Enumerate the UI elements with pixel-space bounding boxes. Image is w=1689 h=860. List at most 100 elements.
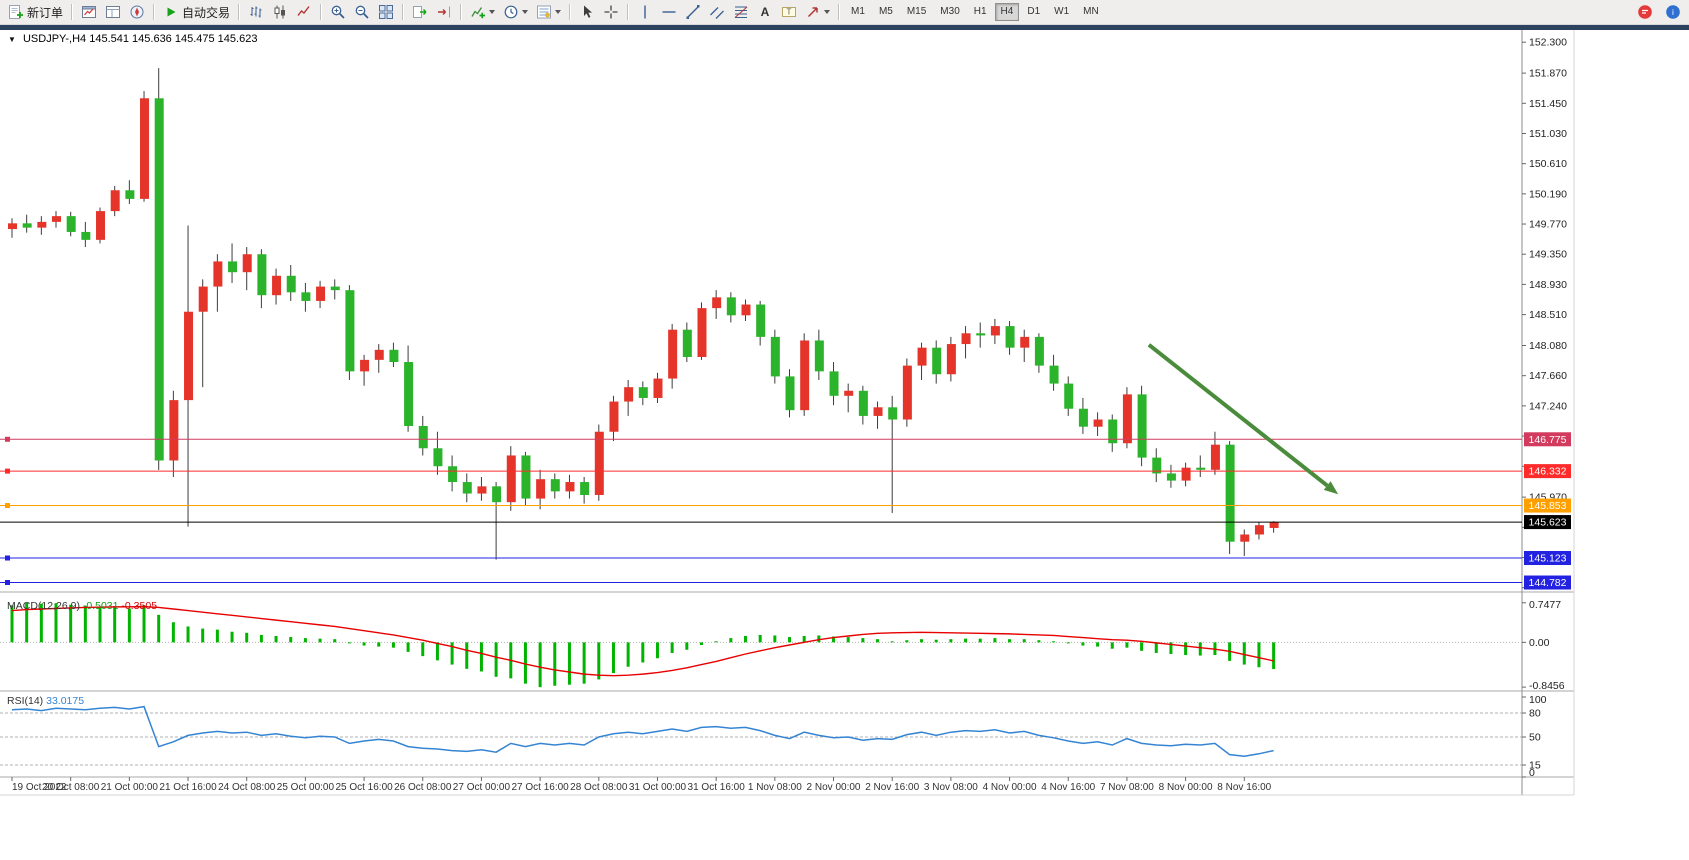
chart-symbol-label: USDJPY-,H4 bbox=[22, 33, 87, 45]
candle bbox=[697, 302, 707, 360]
horizontal-line-object[interactable] bbox=[0, 555, 1522, 561]
periods-button[interactable] bbox=[499, 1, 532, 23]
candle bbox=[580, 477, 590, 504]
bar-chart-button[interactable] bbox=[244, 1, 268, 23]
trend-arrow[interactable] bbox=[1147, 343, 1339, 495]
candle bbox=[389, 342, 399, 368]
metaquotes-button[interactable]: i bbox=[1661, 1, 1685, 23]
equidistant-channel-button[interactable] bbox=[705, 1, 729, 23]
chart-shift-icon bbox=[438, 6, 451, 18]
fibonacci-button[interactable] bbox=[729, 1, 753, 23]
svg-text:80: 80 bbox=[1529, 708, 1541, 720]
autotrading-button[interactable]: 自动交易 bbox=[159, 1, 234, 23]
data-window-button[interactable] bbox=[101, 1, 125, 23]
templates-button[interactable] bbox=[532, 1, 565, 23]
toolbar-right-icons: i bbox=[1633, 1, 1685, 23]
chevron-down-icon bbox=[489, 10, 496, 14]
line-handle[interactable] bbox=[5, 503, 10, 509]
svg-text:148.510: 148.510 bbox=[1529, 309, 1567, 321]
text-label-button[interactable]: T bbox=[777, 1, 801, 23]
candle bbox=[374, 344, 384, 373]
toolbar-separator bbox=[71, 4, 74, 20]
candle bbox=[785, 369, 795, 418]
timeframe-d1-button[interactable]: D1 bbox=[1027, 6, 1041, 17]
svg-text:151.870: 151.870 bbox=[1529, 68, 1567, 80]
candle bbox=[829, 362, 839, 406]
trendline-button[interactable] bbox=[681, 1, 705, 23]
timeframe-m15-button[interactable]: M15 bbox=[906, 6, 927, 17]
trendline-icon bbox=[686, 5, 700, 19]
time-axis-label: 8 Nov 00:00 bbox=[1159, 782, 1213, 793]
candle bbox=[756, 300, 766, 346]
periods-icon bbox=[504, 5, 518, 19]
timeframe-h1-button[interactable]: H1 bbox=[973, 6, 987, 17]
horizontal-line-object[interactable] bbox=[0, 436, 1522, 442]
line-handle[interactable] bbox=[5, 580, 10, 586]
toolbar-separator bbox=[238, 4, 241, 20]
indicators-button[interactable] bbox=[466, 1, 499, 23]
auto-scroll-icon bbox=[413, 6, 427, 18]
panel-borders bbox=[0, 29, 1575, 796]
chart-shift-button[interactable] bbox=[432, 1, 456, 23]
data-window-icon bbox=[106, 6, 121, 18]
timeframe-mn-button[interactable]: MN bbox=[1083, 6, 1099, 17]
svg-text:0.00: 0.00 bbox=[1529, 637, 1550, 649]
toolbar-separator bbox=[838, 4, 841, 20]
zoom-out-button[interactable] bbox=[350, 1, 374, 23]
cursor-icon bbox=[584, 5, 593, 18]
svg-text:148.080: 148.080 bbox=[1529, 340, 1567, 352]
horizontal-line-button[interactable] bbox=[657, 1, 681, 23]
candle bbox=[184, 225, 194, 527]
arrows-button[interactable] bbox=[801, 1, 834, 23]
candle bbox=[726, 292, 736, 323]
one-click-trading-icon[interactable]: ▼ bbox=[8, 35, 16, 44]
navigator-icon bbox=[130, 5, 144, 19]
timeframe-m5-button[interactable]: M5 bbox=[878, 6, 893, 17]
horizontal-line-object[interactable] bbox=[0, 580, 1522, 586]
candle bbox=[624, 379, 634, 416]
time-axis-label: 31 Oct 16:00 bbox=[688, 782, 746, 793]
text-label-icon: T bbox=[782, 7, 797, 17]
candlestick-icon bbox=[274, 5, 286, 19]
line-handle[interactable] bbox=[5, 555, 10, 561]
time-axis-label: 7 Nov 08:00 bbox=[1100, 782, 1154, 793]
candle bbox=[902, 358, 912, 427]
timeframe-w1-button[interactable]: W1 bbox=[1054, 6, 1070, 17]
candle bbox=[1181, 462, 1191, 487]
cursor-button[interactable] bbox=[575, 1, 599, 23]
zoom-in-icon bbox=[331, 5, 345, 19]
price-axis[interactable]: 152.300 151.870 151.450 151.030 150.610 150.1… bbox=[1522, 37, 1567, 589]
macd-signal-value: -0.3505 bbox=[121, 600, 158, 612]
time-axis-label: 2 Nov 00:00 bbox=[807, 782, 861, 793]
candle bbox=[37, 216, 47, 235]
new-order-button[interactable]: 新订单 bbox=[4, 1, 67, 23]
horizontal-line-object[interactable] bbox=[0, 468, 1522, 474]
candle bbox=[668, 323, 678, 389]
community-button[interactable] bbox=[1633, 1, 1657, 23]
timeframe-m30-button[interactable]: M30 bbox=[940, 6, 960, 17]
macd-panel: 0.7477 0.00 -0.8456 bbox=[0, 599, 1565, 692]
svg-text:145.123: 145.123 bbox=[1529, 553, 1567, 565]
charts-window-button[interactable] bbox=[77, 1, 101, 23]
tile-windows-button[interactable] bbox=[374, 1, 398, 23]
auto-scroll-button[interactable] bbox=[408, 1, 432, 23]
timeframe-h4-button[interactable]: H4 bbox=[994, 3, 1020, 21]
line-chart-button[interactable] bbox=[292, 1, 316, 23]
crosshair-button[interactable] bbox=[599, 1, 623, 23]
candle bbox=[976, 322, 986, 348]
navigator-button[interactable] bbox=[125, 1, 149, 23]
candlestick-button[interactable] bbox=[268, 1, 292, 23]
text-button[interactable]: A bbox=[753, 1, 777, 23]
line-handle[interactable] bbox=[5, 436, 10, 442]
time-axis-label: 8 Nov 16:00 bbox=[1217, 782, 1271, 793]
line-handle[interactable] bbox=[5, 468, 10, 474]
candle bbox=[52, 211, 62, 228]
horizontal-line-object[interactable] bbox=[0, 503, 1522, 509]
timeframe-m1-button[interactable]: M1 bbox=[851, 6, 865, 17]
vertical-line-button[interactable] bbox=[633, 1, 657, 23]
svg-text:144.782: 144.782 bbox=[1529, 577, 1567, 589]
zoom-in-button[interactable] bbox=[326, 1, 350, 23]
chart-ohlc-values: 145.541 145.636 145.475 145.623 bbox=[89, 33, 258, 45]
